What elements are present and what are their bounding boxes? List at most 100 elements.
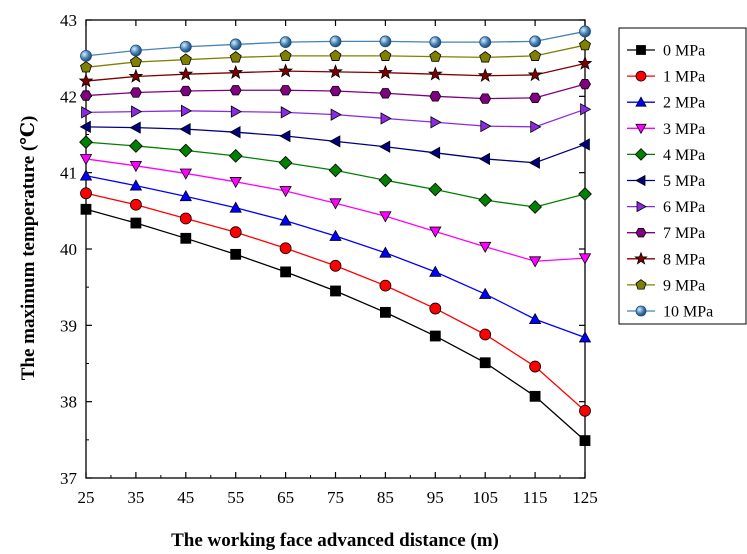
data-point: [80, 203, 92, 215]
data-point: [329, 135, 341, 148]
data-point: [79, 169, 93, 181]
legend-marker: [634, 251, 648, 265]
series-9: [80, 38, 591, 73]
x-tick-label: 25: [78, 488, 95, 507]
data-point: [79, 154, 93, 166]
data-point: [178, 143, 193, 158]
data-point: [128, 68, 144, 83]
legend-marker: [636, 200, 647, 213]
data-point: [380, 112, 392, 125]
data-point: [528, 156, 540, 169]
series-1: [80, 187, 591, 417]
data-point: [279, 85, 292, 96]
legend-label: 6 MPa: [663, 199, 705, 216]
data-point: [278, 155, 293, 170]
data-point: [479, 328, 492, 341]
data-point: [280, 266, 292, 278]
data-point: [129, 87, 142, 98]
data-point: [179, 40, 192, 53]
legend-label: 4 MPa: [663, 147, 705, 164]
data-point: [427, 66, 443, 81]
data-point: [580, 103, 592, 116]
data-point: [78, 73, 94, 88]
x-tick-label: 115: [523, 488, 548, 507]
data-point: [278, 63, 293, 78]
data-point: [179, 85, 192, 97]
data-point: [81, 106, 93, 119]
x-tick-label: 95: [427, 488, 444, 507]
legend-item: 4 MPa: [627, 147, 705, 164]
data-point: [129, 198, 142, 211]
series-5: [79, 120, 590, 169]
data-point: [578, 187, 592, 201]
data-point: [579, 38, 591, 51]
data-point: [229, 51, 242, 63]
data-point: [279, 49, 292, 61]
data-point: [329, 229, 342, 241]
legend-item: 7 MPa: [627, 225, 705, 242]
series-3: [79, 154, 592, 268]
data-point: [80, 61, 92, 73]
data-point: [131, 105, 143, 118]
data-point: [578, 331, 592, 343]
legend-item: 9 MPa: [627, 277, 705, 294]
x-tick-label: 105: [472, 488, 498, 507]
data-point: [379, 88, 392, 99]
series-10: [80, 25, 591, 62]
data-point: [229, 126, 241, 139]
data-point: [479, 287, 492, 299]
legend-marker: [635, 305, 647, 317]
data-point: [330, 285, 341, 297]
data-point: [230, 105, 243, 118]
data-point: [579, 25, 591, 38]
data-point: [230, 248, 242, 260]
data-point: [578, 253, 592, 265]
data-point: [529, 390, 541, 402]
data-point: [179, 212, 192, 225]
y-tick-label: 39: [60, 316, 77, 335]
data-point: [129, 121, 141, 134]
data-point: [529, 35, 541, 48]
data-point: [428, 146, 441, 159]
data-point: [579, 78, 591, 90]
data-point: [430, 116, 442, 129]
data-point: [429, 50, 442, 62]
data-point: [280, 106, 292, 119]
x-tick-label: 65: [277, 488, 294, 507]
data-point: [329, 35, 342, 48]
data-point: [379, 49, 392, 61]
data-point: [179, 168, 192, 180]
data-point: [129, 55, 142, 68]
data-point: [79, 120, 91, 134]
legend-marker: [635, 279, 647, 290]
data-point: [328, 163, 343, 178]
data-point: [579, 404, 591, 417]
y-tick-label: 42: [60, 87, 77, 106]
data-point: [80, 90, 92, 101]
data-point: [479, 36, 492, 49]
y-tick-label: 38: [60, 393, 77, 412]
data-point: [330, 108, 342, 121]
data-point: [328, 64, 343, 79]
y-tick-label: 41: [60, 164, 77, 183]
data-point: [428, 182, 443, 197]
y-tick-label: 37: [60, 469, 78, 488]
data-point: [429, 302, 442, 315]
y-tick-label: 40: [60, 240, 77, 259]
x-tick-label: 75: [327, 488, 344, 507]
data-point: [179, 122, 191, 136]
data-point: [130, 217, 142, 229]
data-point: [379, 306, 391, 318]
data-point: [179, 190, 192, 202]
data-point: [279, 186, 292, 198]
x-tick-label: 85: [377, 488, 394, 507]
data-point: [479, 93, 492, 104]
legend-marker: [635, 70, 647, 82]
data-point: [180, 104, 193, 118]
legend-marker: [635, 227, 647, 238]
data-point: [480, 119, 492, 133]
legend-item: 1 MPa: [627, 69, 705, 86]
legend-label: 10 MPa: [663, 304, 713, 321]
data-point: [527, 67, 543, 82]
